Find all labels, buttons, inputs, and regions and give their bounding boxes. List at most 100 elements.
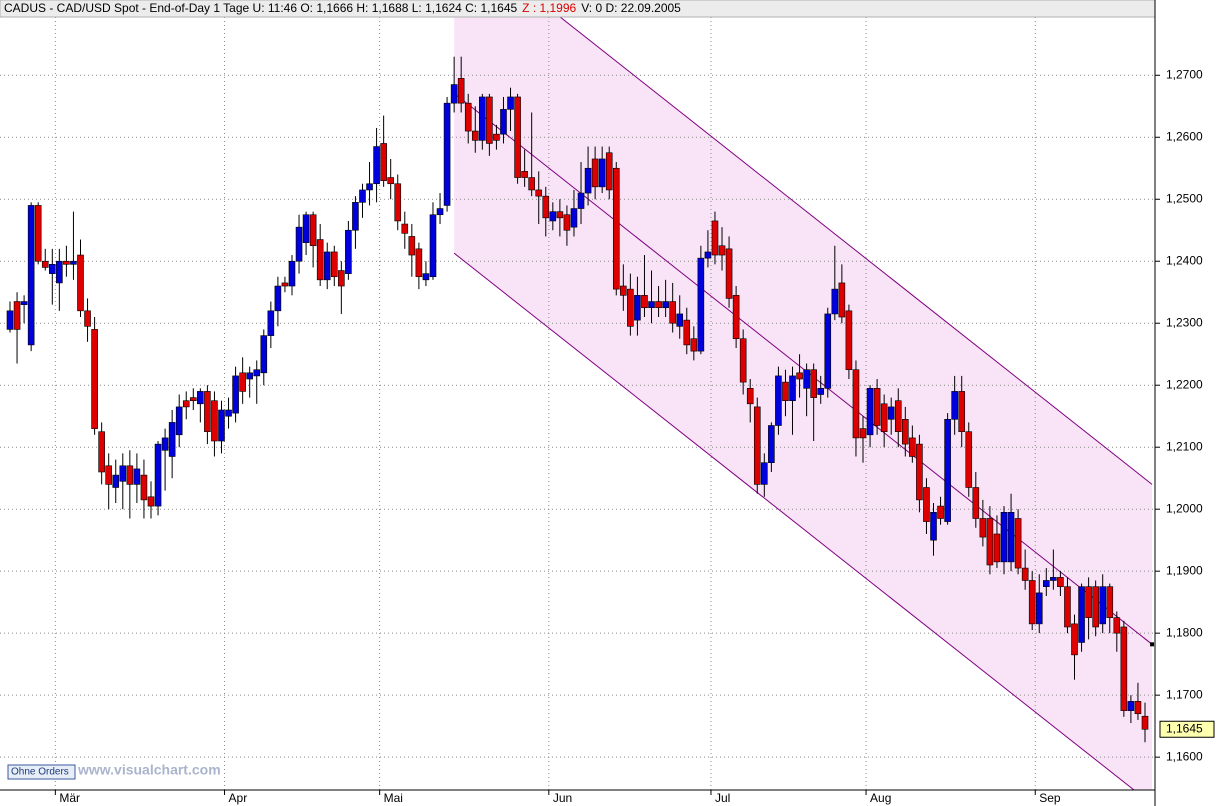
candle-body: [810, 369, 817, 398]
candle-body: [253, 369, 261, 377]
x-tick-label: Aug: [870, 791, 891, 805]
candle-body: [6, 310, 14, 330]
candle-body: [302, 214, 310, 243]
candle-body: [894, 400, 902, 433]
candle-body: [486, 96, 493, 144]
candle-body: [845, 310, 853, 371]
y-tick-label: 1,1700: [1166, 687, 1203, 701]
candle-body: [112, 474, 120, 488]
candle-body: [359, 189, 366, 203]
candle-body: [56, 260, 63, 284]
candle-body: [916, 443, 923, 501]
candle-body: [274, 285, 282, 312]
candle-body: [979, 518, 987, 538]
candle-body: [598, 158, 606, 188]
candle-body: [972, 487, 980, 519]
candle-body: [887, 406, 895, 420]
candle-body: [20, 301, 28, 305]
candle-body: [260, 335, 268, 374]
candle-body: [168, 422, 176, 457]
candle-body: [732, 295, 740, 340]
candle-body: [1120, 626, 1128, 711]
candle-body: [140, 474, 148, 501]
candle-body: [1092, 586, 1099, 628]
candle-body: [817, 388, 825, 395]
candle-body: [267, 310, 275, 336]
candle-body: [394, 183, 402, 222]
x-tick-label: Jul: [715, 791, 730, 805]
candle-body: [683, 319, 691, 346]
candle-body: [873, 388, 881, 426]
chart-title-tail: V: 0 D: 22.09.2005: [581, 1, 681, 15]
channel-area: [454, 17, 1153, 790]
candle-body: [676, 313, 684, 327]
candle-body: [1007, 511, 1015, 563]
candle-body: [627, 288, 634, 327]
candle-body: [507, 96, 514, 110]
candle-body: [338, 270, 345, 287]
candle-body: [41, 260, 49, 268]
x-tick-label: Sep: [1039, 791, 1061, 805]
y-tick-label: 1,1600: [1166, 749, 1203, 763]
candle-body: [577, 192, 585, 209]
candle-body: [1071, 623, 1078, 656]
candle-body: [648, 301, 655, 309]
candle-body: [281, 282, 289, 287]
candle-body: [556, 211, 564, 219]
candle-body: [725, 248, 733, 299]
candle-body: [316, 239, 324, 281]
candle-body: [1134, 701, 1142, 715]
candle-body: [789, 375, 796, 402]
button-box[interactable]: [7, 764, 76, 780]
y-tick-label: 1,2300: [1166, 315, 1203, 329]
candle-body: [154, 443, 162, 507]
candle-body: [662, 301, 669, 309]
candle-body: [218, 409, 225, 442]
candle-body: [838, 282, 846, 318]
candle-body: [1085, 586, 1092, 618]
candle-body: [1064, 586, 1071, 628]
candle-body: [605, 152, 613, 191]
candle-body: [147, 496, 155, 507]
candle-body: [1035, 592, 1043, 625]
candle-body: [909, 437, 916, 457]
candle-body: [288, 260, 296, 287]
channel-line: [453, 252, 1135, 790]
candle-body: [189, 397, 197, 402]
candle-body: [1078, 586, 1085, 643]
candle-body: [1113, 617, 1121, 634]
channel-end-marker: [1150, 642, 1155, 647]
candle-body: [13, 301, 21, 330]
candle-body: [408, 236, 416, 256]
candle-body: [91, 329, 98, 429]
candle-body: [1021, 567, 1029, 581]
candle-body: [387, 177, 394, 185]
candle-body: [965, 431, 973, 488]
candle-body: [549, 211, 557, 222]
candle-body: [514, 96, 521, 178]
candle-body: [902, 419, 909, 445]
button-label[interactable]: Ohne Orders: [11, 767, 69, 778]
candle-body: [443, 102, 451, 206]
candle-body: [930, 511, 937, 541]
y-tick-label: 1,2600: [1166, 129, 1203, 143]
candle-body: [958, 391, 966, 433]
y-tick-label: 1,2700: [1166, 67, 1203, 81]
candle-body: [63, 260, 70, 265]
candle-body: [352, 202, 359, 231]
candle-body: [986, 518, 994, 566]
plot-area: [0, 17, 1155, 790]
candle-body: [239, 372, 246, 392]
candle-body: [415, 248, 423, 278]
candle-body: [993, 533, 1001, 563]
y-tick-label: 1,1900: [1166, 563, 1203, 577]
orders-button[interactable]: Ohne Orders: [7, 764, 76, 780]
candle-body: [782, 381, 789, 402]
y-tick-label: 1,2500: [1166, 191, 1203, 205]
candle-body: [84, 310, 91, 327]
candle-body: [542, 195, 550, 219]
candle-body: [98, 431, 105, 473]
candle-body: [669, 301, 676, 324]
candle-body: [373, 146, 380, 185]
candle-body: [119, 465, 127, 482]
